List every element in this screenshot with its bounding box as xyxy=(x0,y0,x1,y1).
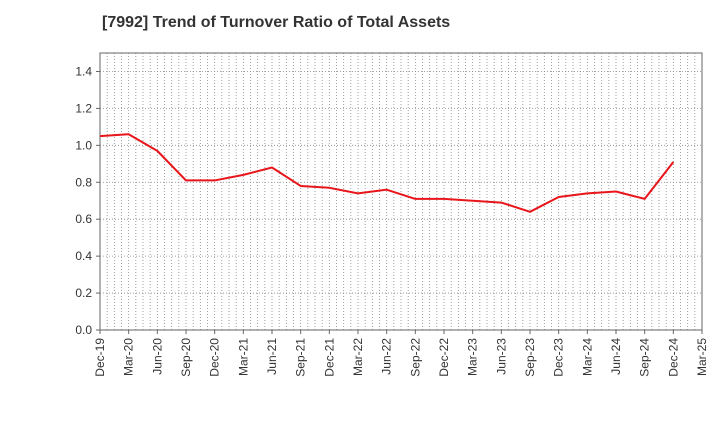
x-tick-label: Mar-20 xyxy=(122,338,136,376)
x-tick-label: Sep-21 xyxy=(294,338,308,377)
x-tick-label: Sep-22 xyxy=(408,338,422,377)
x-tick-label: Mar-25 xyxy=(695,338,709,376)
major-gridlines xyxy=(100,71,702,294)
x-axis-ticks: Dec-19 Mar-20 Jun-20 Sep-20 Dec-20 Mar-21 Jun-… xyxy=(93,330,709,377)
y-tick-label: 1.4 xyxy=(75,64,92,78)
x-tick-label: Jun-23 xyxy=(494,338,508,375)
x-tick-label: Jun-22 xyxy=(380,338,394,375)
y-tick-label: 0.8 xyxy=(75,175,92,189)
y-tick-label: 0.0 xyxy=(75,323,92,337)
x-tick-label: Sep-23 xyxy=(523,338,537,377)
chart-title: [7992] Trend of Turnover Ratio of Total … xyxy=(102,14,451,31)
x-tick-label: Mar-21 xyxy=(236,338,250,376)
x-tick-label: Sep-20 xyxy=(179,338,193,377)
x-tick-label: Jun-24 xyxy=(609,338,623,375)
x-tick-label: Dec-21 xyxy=(322,338,336,377)
plot-area xyxy=(99,52,703,331)
x-tick-label: Mar-22 xyxy=(351,338,365,376)
y-tick-label: 1.2 xyxy=(75,101,92,115)
x-tick-label: Jun-21 xyxy=(265,338,279,375)
x-tick-label: Dec-20 xyxy=(208,338,222,377)
y-tick-label: 1.0 xyxy=(75,138,92,152)
x-tick-label: Mar-23 xyxy=(466,338,480,376)
x-tick-label: Dec-22 xyxy=(437,338,451,377)
x-tick-label: Mar-24 xyxy=(580,338,594,376)
y-axis-ticks: 0.0 0.2 0.4 0.6 0.8 1.0 1.2 1.4 xyxy=(75,64,100,337)
x-tick-label: Dec-23 xyxy=(552,338,566,377)
y-tick-label: 0.2 xyxy=(75,286,92,300)
y-tick-label: 0.4 xyxy=(75,249,92,263)
x-tick-label: Sep-24 xyxy=(638,338,652,377)
y-tick-label: 0.6 xyxy=(75,212,92,226)
series-layer xyxy=(99,133,675,213)
x-tick-label: Dec-24 xyxy=(666,338,680,377)
x-tick-label: Jun-20 xyxy=(150,338,164,375)
x-tick-label: Dec-19 xyxy=(93,338,107,377)
